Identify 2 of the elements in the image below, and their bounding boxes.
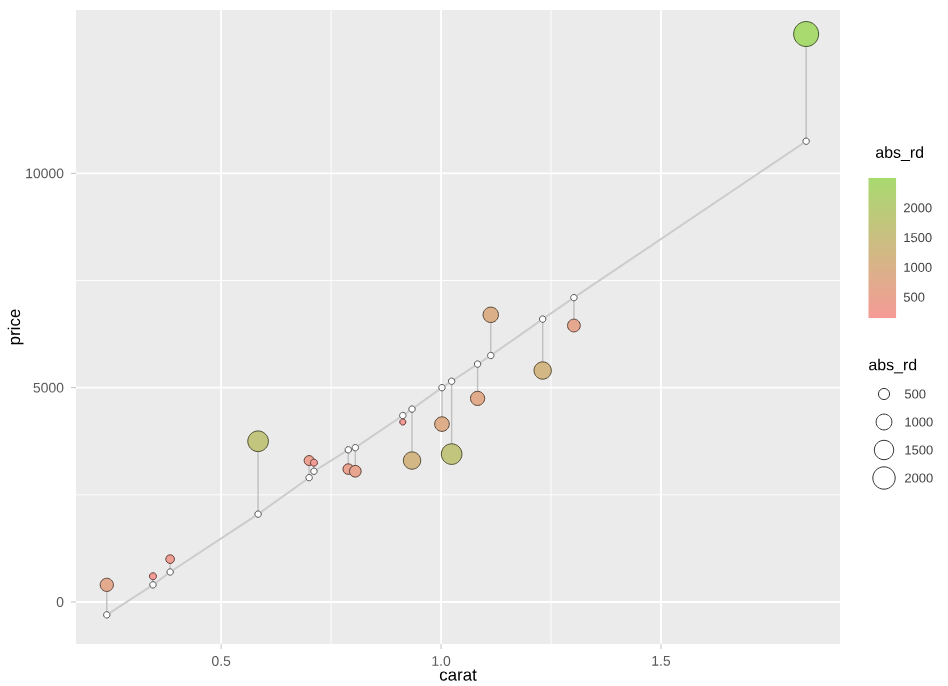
y-axis-title: price — [7, 309, 24, 345]
x-axis-title: carat — [439, 669, 477, 681]
